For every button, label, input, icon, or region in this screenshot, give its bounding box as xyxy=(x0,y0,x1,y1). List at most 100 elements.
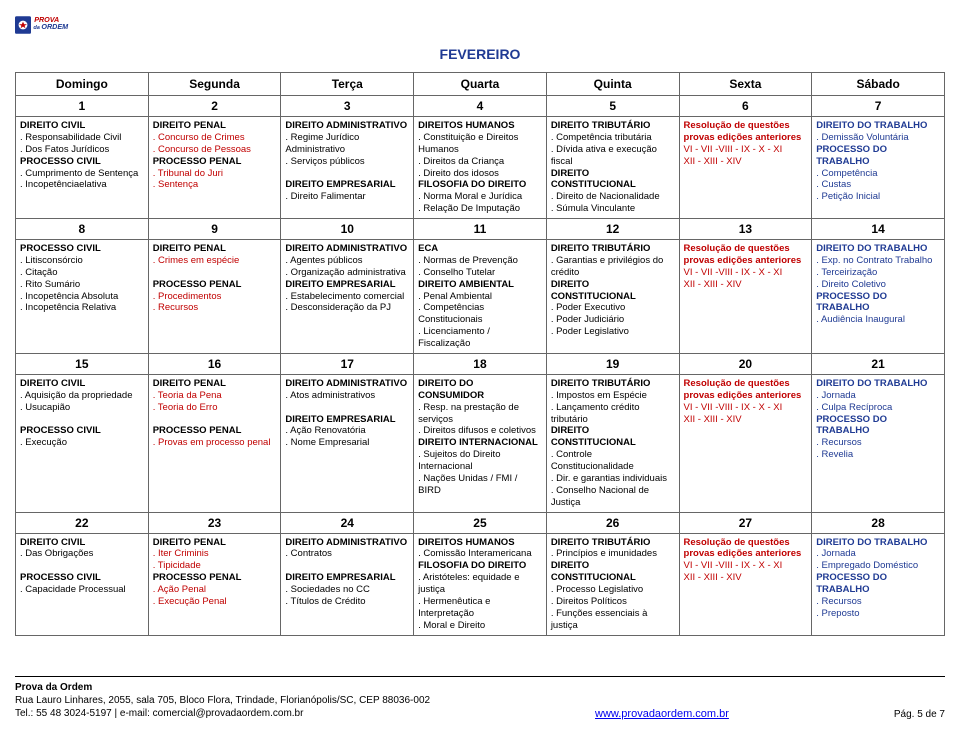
cell-line: . Usucapião xyxy=(20,402,144,414)
cell-line: . Aristóteles: equidade e justiça xyxy=(418,572,542,596)
cell-line: DIREITO DO TRABALHO xyxy=(816,378,940,390)
calendar-cell: DIREITO DO TRABALHO. Demissão Voluntária… xyxy=(812,117,945,219)
cell-line: . Jornada xyxy=(816,548,940,560)
cell-line: DIREITO TRIBUTÁRIO xyxy=(551,120,675,132)
cell-line: . Agentes públicos xyxy=(285,255,409,267)
calendar-cell: DIREITO DO TRABALHO. Exp. no Contrato Tr… xyxy=(812,240,945,354)
cell-line: PROCESSO DO TRABALHO xyxy=(816,572,940,596)
cell-line: . Petição Inicial xyxy=(816,191,940,203)
cell-line: . Tipicidade xyxy=(153,560,277,572)
calendar-cell: DIREITO CIVIL. Responsabilidade Civil. D… xyxy=(16,117,149,219)
cell-line: DIREITO PENAL xyxy=(153,537,277,549)
cell-line: . Títulos de Crédito xyxy=(285,596,409,608)
cell-line: DIREITO INTERNACIONAL xyxy=(418,437,542,449)
day-number: 17 xyxy=(281,353,414,374)
cell-line: . Processo Legislativo xyxy=(551,584,675,596)
cell-line: . Direito Coletivo xyxy=(816,279,940,291)
calendar-cell: Resolução de questõesprovas edições ante… xyxy=(679,240,812,354)
cell-line: . Citação xyxy=(20,267,144,279)
cell-line: . Litisconsórcio xyxy=(20,255,144,267)
cell-line: . Capacidade Processual xyxy=(20,584,144,596)
day-header: Sábado xyxy=(812,73,945,96)
cell-line: . Responsabilidade Civil xyxy=(20,132,144,144)
calendar-cell: DIREITO PENAL. Teoria da Pena. Teoria do… xyxy=(148,374,281,512)
cell-line: . Licenciamento / Fiscalização xyxy=(418,326,542,350)
cell-line: . Empregado Doméstico xyxy=(816,560,940,572)
calendar-cell: DIREITO DO CONSUMIDOR. Resp. na prestaçã… xyxy=(414,374,547,512)
cell-line: . Teoria da Pena xyxy=(153,390,277,402)
cell-line: . Poder Judiciário xyxy=(551,314,675,326)
day-number: 26 xyxy=(546,512,679,533)
cell-line xyxy=(20,414,144,426)
cell-line: PROCESSO DO TRABALHO xyxy=(816,144,940,168)
cell-line: DIREITO AMBIENTAL xyxy=(418,279,542,291)
cell-line: . Competência xyxy=(816,168,940,180)
cell-line: . Recursos xyxy=(816,596,940,608)
day-number: 27 xyxy=(679,512,812,533)
cell-line: PROCESSO PENAL xyxy=(153,156,277,168)
cell-line: . Desconsideração da PJ xyxy=(285,302,409,314)
cell-line: . Exp. no Contrato Trabalho xyxy=(816,255,940,267)
cell-line: . Funções essenciais à justiça xyxy=(551,608,675,632)
cell-line: . Normas de Prevenção xyxy=(418,255,542,267)
calendar-cell: Resolução de questõesprovas edições ante… xyxy=(679,374,812,512)
cell-line: . Súmula Vinculante xyxy=(551,203,675,215)
cell-line: . Recursos xyxy=(153,302,277,314)
cell-line: . Ação Renovatória xyxy=(285,425,409,437)
cell-line: Resolução de questões xyxy=(684,537,808,549)
calendar-cell: DIREITO PENAL. Concurso de Crimes. Concu… xyxy=(148,117,281,219)
cell-line: . Concurso de Pessoas xyxy=(153,144,277,156)
cell-line: . Terceirização xyxy=(816,267,940,279)
cell-line: . Princípios e imunidades xyxy=(551,548,675,560)
cell-line: . Relação De Imputação xyxy=(418,203,542,215)
cell-line: . Incopetência Absoluta xyxy=(20,291,144,303)
cell-line: PROCESSO DO TRABALHO xyxy=(816,414,940,438)
cell-line: . Moral e Direito xyxy=(418,620,542,632)
day-number: 16 xyxy=(148,353,281,374)
cell-line: . Iter Criminis xyxy=(153,548,277,560)
cell-line: provas edições anteriores xyxy=(684,255,808,267)
day-number: 10 xyxy=(281,219,414,240)
cell-line xyxy=(20,560,144,572)
day-number: 13 xyxy=(679,219,812,240)
cell-line: DIREITO DO TRABALHO xyxy=(816,537,940,549)
cell-line xyxy=(285,560,409,572)
cell-line: . Crimes em espécie xyxy=(153,255,277,267)
cell-line: . Controle Constitucionalidade xyxy=(551,449,675,473)
cell-line: XII - XIII - XIV xyxy=(684,279,808,291)
cell-line: DIREITO EMPRESARIAL xyxy=(285,279,409,291)
day-number: 1 xyxy=(16,96,149,117)
cell-line: Resolução de questões xyxy=(684,378,808,390)
cell-line: . Nações Unidas / FMI / BIRD xyxy=(418,473,542,497)
cell-line: provas edições anteriores xyxy=(684,390,808,402)
day-number: 8 xyxy=(16,219,149,240)
calendar-cell: DIREITOS HUMANOS. Comissão Interamerican… xyxy=(414,533,547,635)
cell-line: PROCESSO CIVIL xyxy=(20,243,144,255)
footer-url[interactable]: www.provadaordem.com.br xyxy=(595,708,729,720)
cell-line xyxy=(285,168,409,180)
cell-line: provas edições anteriores xyxy=(684,548,808,560)
cell-line: FILOSOFIA DO DIREITO xyxy=(418,179,542,191)
footer-org: Prova da Ordem xyxy=(15,681,430,694)
cell-line: . Direitos da Criança xyxy=(418,156,542,168)
day-number: 9 xyxy=(148,219,281,240)
day-number: 22 xyxy=(16,512,149,533)
calendar-cell: DIREITO TRIBUTÁRIO. Competência tributár… xyxy=(546,117,679,219)
day-header: Sexta xyxy=(679,73,812,96)
cell-line: . Nome Empresarial xyxy=(285,437,409,449)
day-number: 19 xyxy=(546,353,679,374)
cell-line: DIREITOS HUMANOS xyxy=(418,120,542,132)
day-number: 5 xyxy=(546,96,679,117)
cell-line: PROCESSO PENAL xyxy=(153,279,277,291)
cell-line: . Procedimentos xyxy=(153,291,277,303)
cell-line: . Competências Constitucionais xyxy=(418,302,542,326)
calendar-cell: DIREITO DO TRABALHO. Jornada. Culpa Recí… xyxy=(812,374,945,512)
cell-line: DIREITO ADMINISTRATIVO xyxy=(285,537,409,549)
cell-line: DIREITO TRIBUTÁRIO xyxy=(551,537,675,549)
cell-line: . Contratos xyxy=(285,548,409,560)
cell-line: . Serviços públicos xyxy=(285,156,409,168)
cell-line: . Tribunal do Juri xyxy=(153,168,277,180)
calendar-cell: DIREITO DO TRABALHO. Jornada. Empregado … xyxy=(812,533,945,635)
day-header: Quarta xyxy=(414,73,547,96)
calendar-table: DomingoSegundaTerçaQuartaQuintaSextaSába… xyxy=(15,72,945,636)
